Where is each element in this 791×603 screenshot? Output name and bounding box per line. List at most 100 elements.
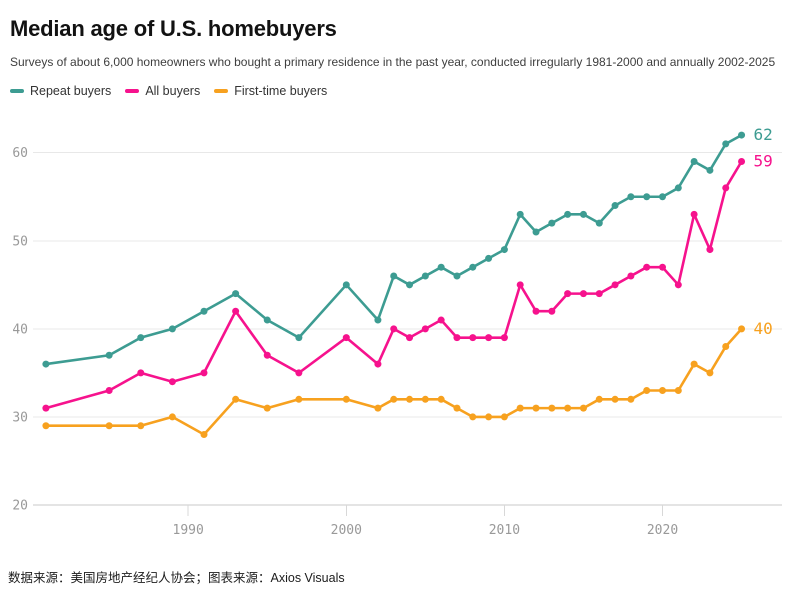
legend-swatch-icon — [214, 89, 229, 93]
legend-swatch-icon — [125, 89, 140, 93]
legend-swatch-icon — [10, 89, 24, 93]
data-point-repeat-buyers-2005 — [421, 272, 429, 280]
data-point-first-time-buyers-1981 — [42, 422, 50, 430]
data-point-repeat-buyers-1993 — [232, 290, 240, 298]
data-point-all-buyers-1985 — [105, 387, 113, 395]
data-point-repeat-buyers-1981 — [42, 360, 50, 368]
legend-label-repeat-buyers: Repeat buyers — [30, 84, 112, 98]
source-credit: 数据来源：美国房地产经纪人协会；图表来源：Axios Visuals — [8, 571, 345, 585]
data-point-all-buyers-2025 — [738, 158, 746, 166]
data-point-repeat-buyers-2022 — [690, 158, 698, 166]
data-point-repeat-buyers-2023 — [706, 166, 714, 174]
data-point-all-buyers-2010 — [500, 334, 508, 342]
data-point-first-time-buyers-2003 — [390, 395, 398, 403]
data-point-all-buyers-1989 — [168, 378, 176, 386]
data-point-first-time-buyers-2012 — [532, 404, 540, 412]
x-axis-label-1990: 1990 — [173, 523, 204, 538]
data-point-first-time-buyers-1991 — [200, 431, 208, 439]
data-point-first-time-buyers-2010 — [500, 413, 508, 421]
data-point-first-time-buyers-2011 — [516, 404, 524, 412]
data-point-all-buyers-2024 — [722, 184, 730, 192]
data-point-all-buyers-2002 — [374, 360, 382, 368]
data-point-all-buyers-2009 — [485, 334, 493, 342]
data-point-repeat-buyers-2012 — [532, 228, 540, 236]
data-point-all-buyers-2005 — [421, 325, 429, 333]
data-point-first-time-buyers-1987 — [137, 422, 145, 430]
data-point-all-buyers-2023 — [706, 246, 714, 254]
data-point-all-buyers-2011 — [516, 281, 524, 289]
y-axis-label-50: 50 — [12, 234, 28, 249]
series-line-all-buyers — [44, 160, 743, 410]
data-point-all-buyers-1997 — [295, 369, 303, 377]
data-point-repeat-buyers-2021 — [674, 184, 682, 192]
data-point-repeat-buyers-2018 — [627, 193, 635, 201]
data-point-first-time-buyers-2006 — [437, 395, 445, 403]
data-point-all-buyers-2014 — [564, 290, 572, 298]
data-point-repeat-buyers-2009 — [485, 254, 493, 262]
data-point-all-buyers-2013 — [548, 307, 556, 315]
data-point-repeat-buyers-2003 — [390, 272, 398, 280]
data-point-repeat-buyers-2017 — [611, 202, 619, 210]
data-point-all-buyers-2016 — [595, 290, 603, 298]
data-point-repeat-buyers-1997 — [295, 334, 303, 342]
data-point-all-buyers-1987 — [137, 369, 145, 377]
data-point-all-buyers-2004 — [406, 334, 414, 342]
data-point-all-buyers-2007 — [453, 334, 461, 342]
data-point-first-time-buyers-2018 — [627, 395, 635, 403]
data-point-repeat-buyers-2000 — [342, 281, 350, 289]
data-point-repeat-buyers-1989 — [168, 325, 176, 333]
data-point-first-time-buyers-2022 — [690, 360, 698, 368]
data-point-all-buyers-1991 — [200, 369, 208, 377]
data-point-all-buyers-1981 — [42, 404, 50, 412]
legend-label-first-time-buyers: First-time buyers — [234, 84, 328, 98]
data-point-repeat-buyers-2015 — [579, 210, 587, 218]
data-point-repeat-buyers-2011 — [516, 210, 524, 218]
data-point-repeat-buyers-2007 — [453, 272, 461, 280]
end-value-label-repeat-buyers: 62 — [754, 125, 773, 144]
y-axis-label-30: 30 — [12, 410, 28, 425]
x-axis-label-2000: 2000 — [331, 523, 362, 538]
data-point-repeat-buyers-2024 — [722, 140, 730, 148]
end-value-label-all-buyers: 59 — [754, 152, 773, 171]
data-point-first-time-buyers-2021 — [674, 387, 682, 395]
data-point-first-time-buyers-1985 — [105, 422, 113, 430]
data-point-all-buyers-2022 — [690, 210, 698, 218]
chart-subtitle: Surveys of about 6,000 homeowners who bo… — [10, 55, 776, 69]
data-point-repeat-buyers-2002 — [374, 316, 382, 324]
data-point-all-buyers-2018 — [627, 272, 635, 280]
legend-label-all-buyers: All buyers — [145, 84, 201, 98]
data-point-first-time-buyers-2004 — [406, 395, 414, 403]
data-point-repeat-buyers-2020 — [659, 193, 666, 201]
data-point-first-time-buyers-2023 — [706, 369, 714, 377]
series-line-first-time-buyers — [44, 327, 743, 436]
y-axis-label-40: 40 — [12, 322, 28, 337]
data-point-first-time-buyers-2015 — [579, 404, 587, 412]
data-point-first-time-buyers-2009 — [485, 413, 493, 421]
x-axis-label-2020: 2020 — [647, 523, 678, 538]
data-point-first-time-buyers-2019 — [643, 387, 651, 395]
data-point-first-time-buyers-1997 — [295, 395, 303, 403]
data-point-all-buyers-2019 — [643, 263, 651, 271]
data-point-first-time-buyers-2024 — [722, 342, 730, 350]
data-point-all-buyers-2003 — [390, 325, 398, 333]
page-title: Median age of U.S. homebuyers — [10, 16, 337, 41]
data-point-all-buyers-1995 — [263, 351, 271, 359]
data-point-all-buyers-2012 — [532, 307, 540, 315]
data-point-repeat-buyers-2013 — [548, 219, 556, 227]
data-point-repeat-buyers-2019 — [643, 193, 651, 201]
data-point-first-time-buyers-2016 — [595, 395, 603, 403]
data-point-first-time-buyers-1995 — [263, 404, 271, 412]
legend-item-all-buyers: All buyers — [125, 84, 200, 98]
data-point-first-time-buyers-2017 — [611, 395, 619, 403]
data-point-repeat-buyers-2006 — [437, 263, 445, 271]
data-point-first-time-buyers-2013 — [548, 404, 556, 412]
y-axis-label-60: 60 — [12, 146, 28, 161]
data-point-all-buyers-2015 — [579, 290, 587, 298]
data-point-all-buyers-2017 — [611, 281, 619, 289]
data-point-first-time-buyers-2000 — [342, 395, 350, 403]
data-point-repeat-buyers-2014 — [564, 210, 572, 218]
data-point-first-time-buyers-2007 — [453, 404, 461, 412]
legend-item-repeat-buyers: Repeat buyers — [10, 84, 111, 98]
data-point-first-time-buyers-2025 — [738, 325, 746, 333]
